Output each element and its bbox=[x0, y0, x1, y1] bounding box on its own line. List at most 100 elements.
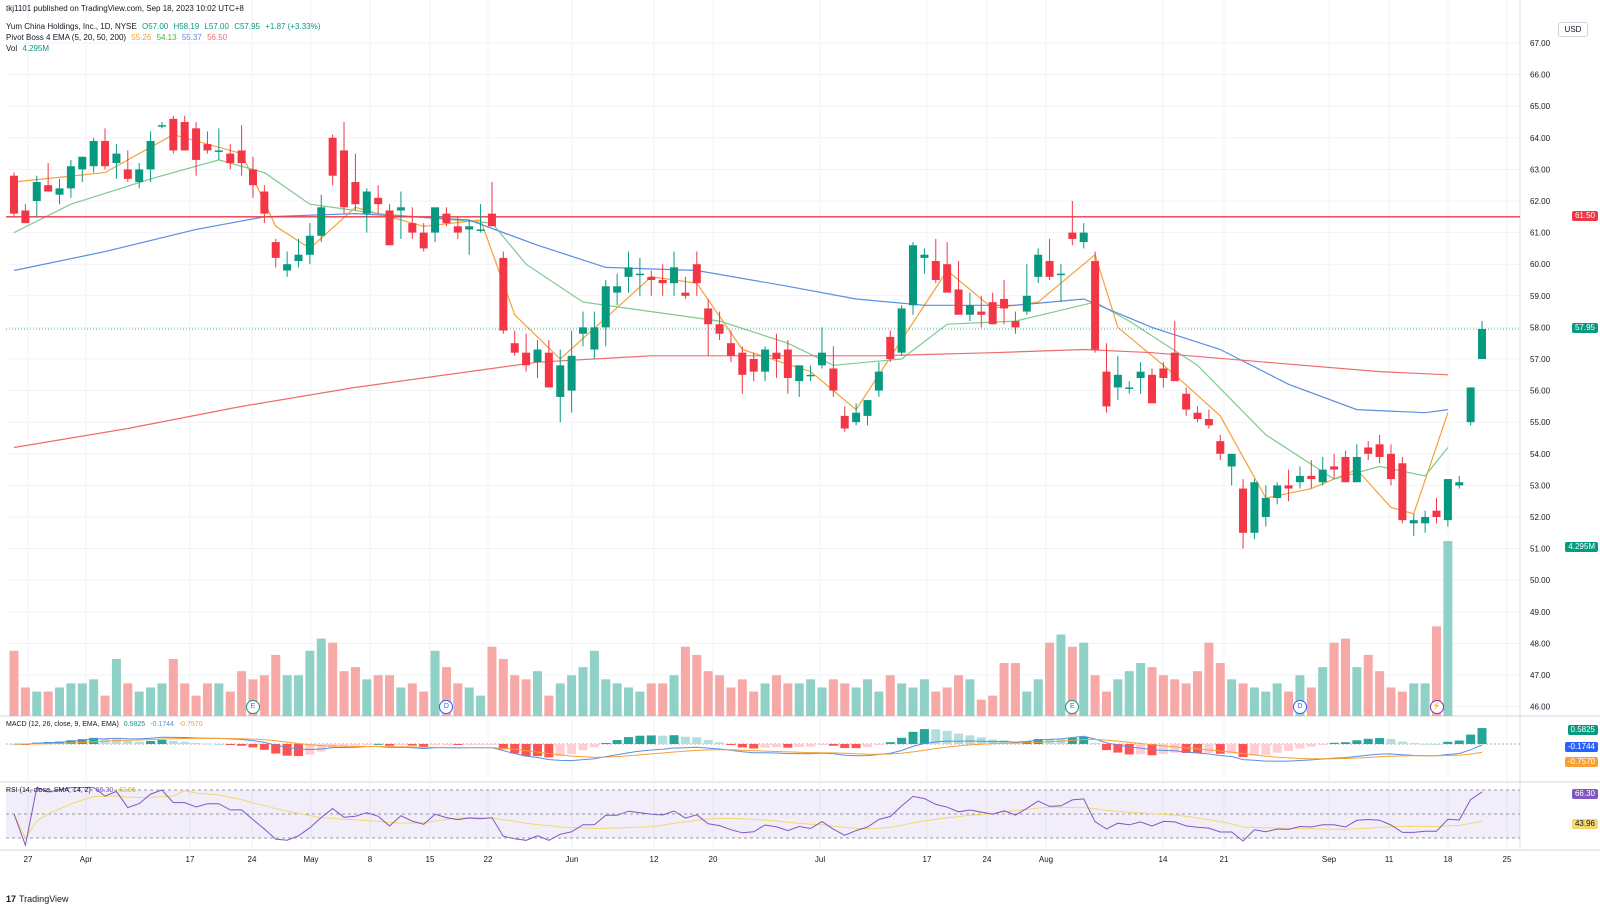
macd-histogram-bar bbox=[271, 744, 281, 754]
price-tick-label: 64.00 bbox=[1530, 134, 1551, 143]
volume-bar bbox=[1136, 663, 1146, 716]
candle-body bbox=[1307, 475, 1316, 480]
candle-body bbox=[1330, 466, 1339, 470]
volume-bar bbox=[259, 675, 269, 716]
price-tick-label: 57.00 bbox=[1530, 355, 1551, 364]
volume-bar bbox=[555, 683, 565, 716]
candle-body bbox=[1284, 485, 1293, 489]
tradingview-branding[interactable]: 17 TradingView bbox=[6, 894, 69, 904]
candle-body bbox=[1398, 463, 1407, 521]
volume-legend: Vol 4.295M bbox=[6, 44, 52, 54]
volume-bar bbox=[1113, 679, 1123, 716]
ema-legend-label: Pivot Boss 4 EMA (5, 20, 50, 200) bbox=[6, 33, 127, 42]
split-icon[interactable]: ⚡ bbox=[1429, 700, 1444, 714]
dividend-icon[interactable]: D bbox=[1292, 700, 1307, 714]
volume-bar bbox=[999, 663, 1009, 716]
macd-histogram-bar bbox=[885, 742, 895, 744]
currency-button[interactable]: USD bbox=[1558, 22, 1588, 37]
macd-histogram-bar bbox=[1375, 738, 1385, 744]
macd-histogram-bar bbox=[669, 735, 679, 744]
macd-histogram-bar bbox=[658, 735, 668, 744]
earnings-icon[interactable]: E bbox=[245, 700, 260, 714]
macd-histogram-bar bbox=[1272, 744, 1282, 753]
volume-bar bbox=[1238, 683, 1248, 716]
candle-body bbox=[1056, 273, 1065, 276]
volume-bar bbox=[1067, 646, 1077, 716]
macd-histogram-bar bbox=[1215, 744, 1225, 754]
macd-histogram-bar bbox=[1329, 742, 1339, 744]
macd-histogram-bar bbox=[1284, 744, 1294, 751]
volume-bar bbox=[111, 658, 121, 716]
candle-body bbox=[1375, 444, 1384, 457]
volume-bar bbox=[430, 650, 440, 716]
candle-body bbox=[1318, 469, 1327, 483]
dividend-icon[interactable]: D bbox=[439, 700, 454, 714]
macd-histogram-bar bbox=[476, 744, 486, 745]
volume-bar bbox=[339, 671, 349, 716]
macd-histogram-bar bbox=[942, 730, 952, 744]
price-tick-label: 49.00 bbox=[1530, 608, 1551, 617]
candlesticks[interactable] bbox=[10, 115, 1487, 549]
candle-body bbox=[431, 207, 440, 233]
candle-body bbox=[226, 153, 235, 164]
candle-body bbox=[772, 352, 781, 359]
volume-bar bbox=[1272, 683, 1282, 716]
macd-histogram-bar bbox=[294, 744, 303, 757]
volume-bar bbox=[737, 679, 747, 716]
rsi-label: RSI (14, close, SMA, 14, 2) bbox=[6, 787, 91, 794]
volume-bar bbox=[1079, 642, 1089, 716]
ema200-line bbox=[13, 348, 1448, 449]
volume-bar bbox=[976, 699, 986, 716]
price-axis[interactable]: 67.00 66.00 65.00 64.00 63.00 62.00 61.00 60.00… bbox=[1530, 39, 1551, 712]
candle-body bbox=[1295, 475, 1304, 483]
macd-histogram-bar bbox=[1124, 744, 1134, 755]
candle-body bbox=[123, 169, 132, 179]
time-tick-label: 17 bbox=[186, 855, 195, 864]
macd-histogram-bar bbox=[931, 729, 941, 744]
candle-body bbox=[749, 359, 758, 372]
macd-histogram-bar bbox=[146, 740, 156, 744]
volume-bar bbox=[589, 650, 599, 716]
volume-bar bbox=[942, 687, 952, 716]
volume-bar bbox=[1124, 671, 1134, 716]
rsi-price-label: 66.30 bbox=[1571, 789, 1598, 799]
candle-body bbox=[1193, 412, 1202, 420]
time-tick-label: 20 bbox=[709, 855, 718, 864]
candle-body bbox=[1261, 498, 1270, 517]
volume-bar bbox=[498, 658, 508, 716]
price-tick-label: 51.00 bbox=[1530, 545, 1551, 554]
macd-line bbox=[13, 735, 1483, 762]
candle-body bbox=[465, 226, 474, 230]
candle-body bbox=[351, 182, 360, 205]
macd-histogram-bar bbox=[965, 735, 975, 744]
candle-body bbox=[817, 352, 826, 366]
macd-histogram-bar bbox=[464, 744, 474, 745]
macd-histogram-bar bbox=[646, 735, 656, 744]
candle-body bbox=[931, 261, 940, 280]
candle-body bbox=[487, 213, 496, 227]
macd-histogram-bar bbox=[783, 744, 793, 748]
macd-histogram-bar bbox=[191, 743, 201, 745]
candle-body bbox=[362, 191, 371, 214]
candle-body bbox=[726, 343, 735, 356]
candle-body bbox=[567, 355, 576, 391]
candle-body bbox=[647, 276, 656, 280]
time-tick-label: 27 bbox=[24, 855, 33, 864]
macd-histogram-bar bbox=[976, 737, 986, 744]
volume-bar bbox=[134, 691, 144, 716]
time-tick-label: Sep bbox=[1322, 855, 1337, 864]
macd-histogram-bar bbox=[1306, 744, 1316, 747]
rsi-pane bbox=[6, 786, 1520, 848]
time-tick-label: Jul bbox=[815, 855, 825, 864]
volume-bar bbox=[544, 695, 554, 716]
macd-line-value: -0.1744 bbox=[150, 721, 174, 728]
earnings-icon[interactable]: E bbox=[1065, 700, 1080, 714]
volume-bar bbox=[146, 687, 156, 716]
candle-body bbox=[1421, 517, 1430, 524]
macd-histogram-bar bbox=[66, 740, 76, 744]
volume-bar bbox=[1193, 671, 1203, 716]
volume-bar bbox=[919, 679, 929, 716]
time-axis[interactable]: 27 Apr 17 24 May 8 15 22 Jun 12 20 Jul 17 24 Aug 14 21 Se… bbox=[24, 855, 1512, 864]
volume-bar bbox=[328, 642, 338, 716]
